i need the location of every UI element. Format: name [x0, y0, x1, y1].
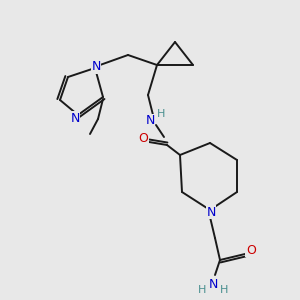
Text: N: N: [206, 206, 216, 218]
Text: H: H: [198, 285, 206, 295]
Text: H: H: [157, 109, 165, 119]
Text: H: H: [220, 285, 228, 295]
Text: O: O: [138, 133, 148, 146]
Text: N: N: [70, 112, 80, 124]
Text: O: O: [246, 244, 256, 256]
Text: N: N: [91, 61, 101, 74]
Text: N: N: [208, 278, 218, 290]
Text: N: N: [145, 115, 155, 128]
